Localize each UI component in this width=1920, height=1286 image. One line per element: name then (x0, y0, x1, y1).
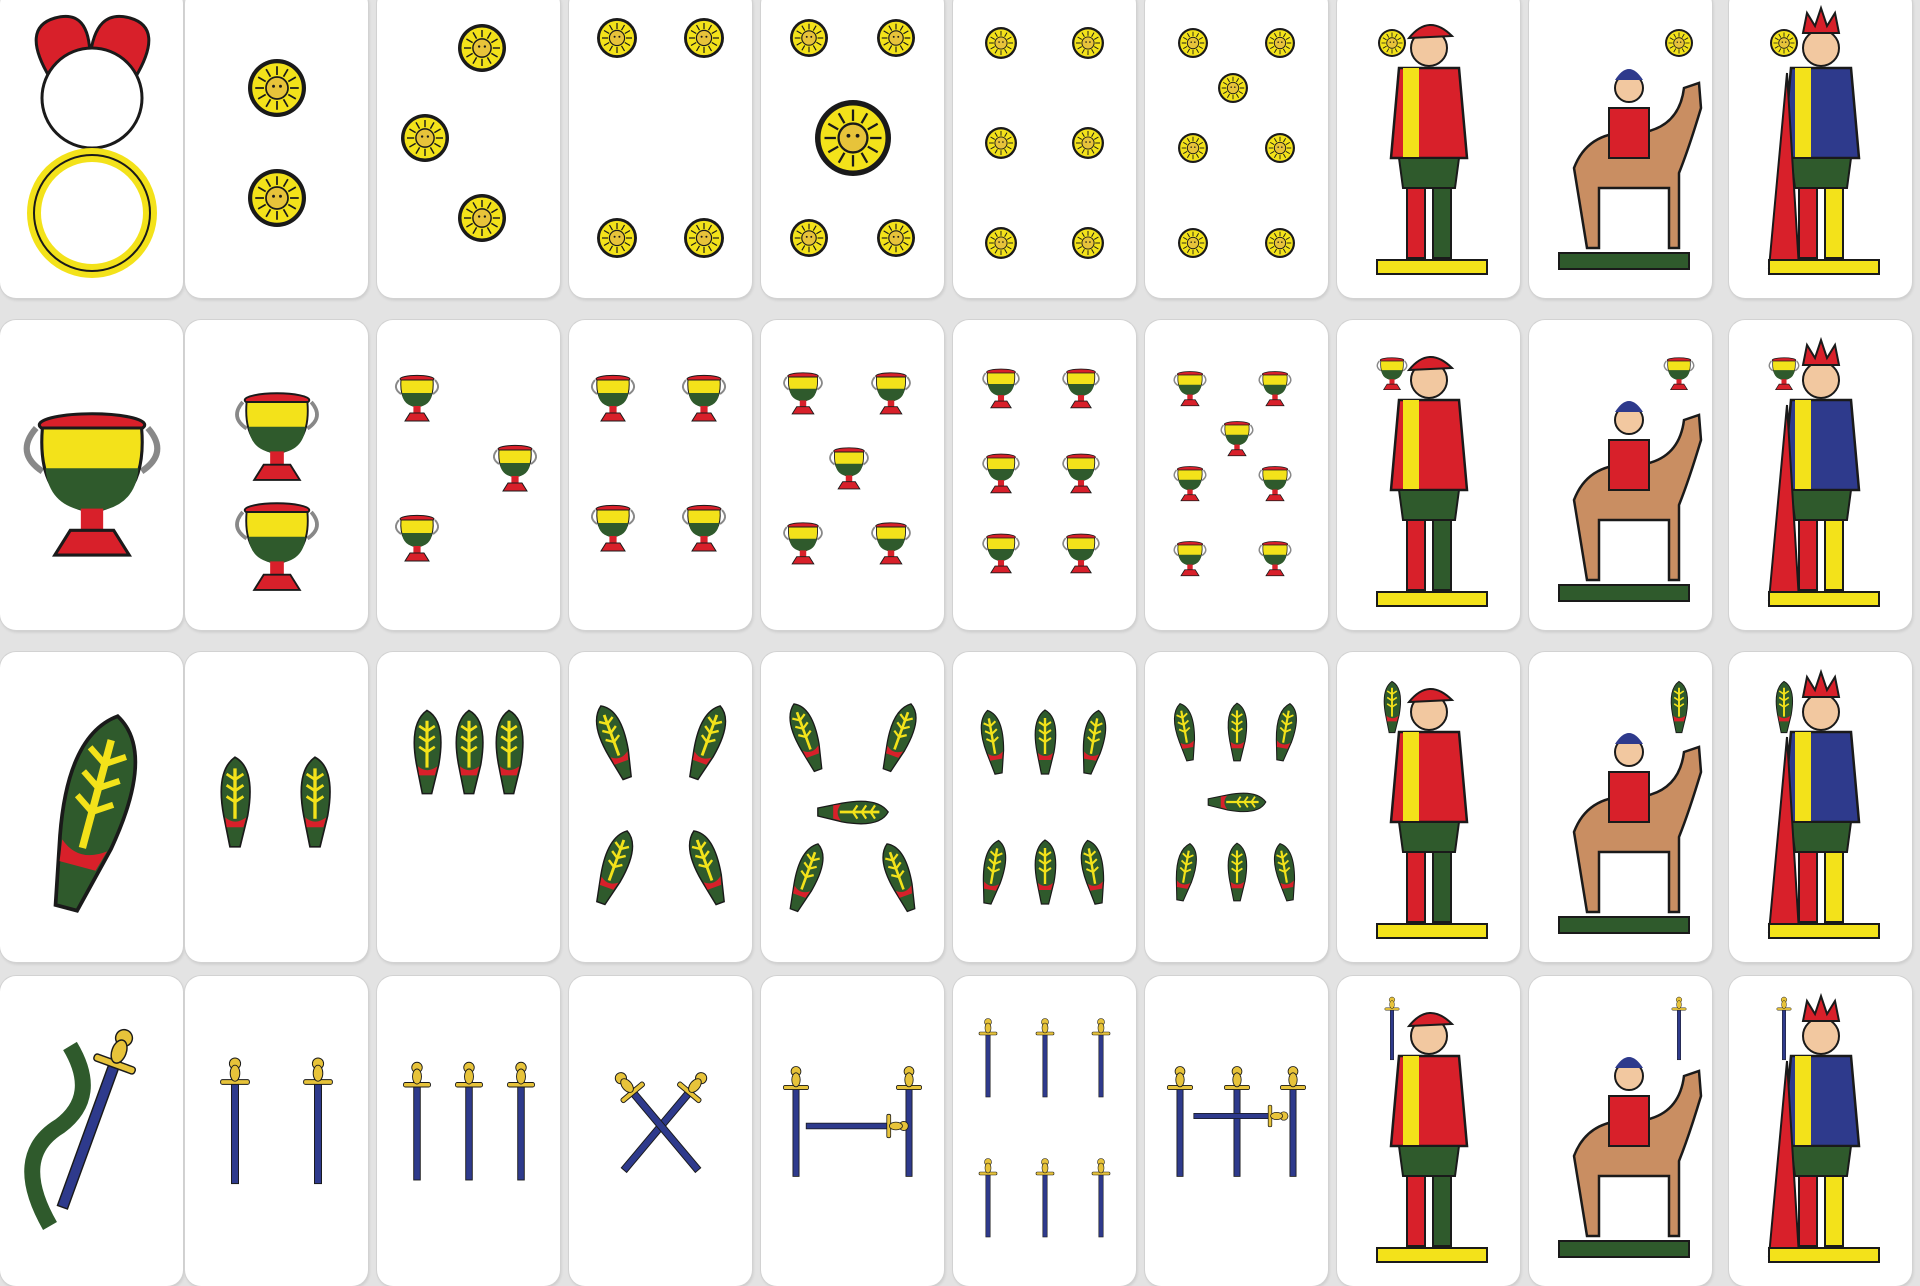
coins-artwork (597, 18, 724, 258)
card-two-of-coins (185, 0, 368, 298)
card-two-of-swords (185, 976, 368, 1286)
card-ace-of-clubs (0, 652, 183, 962)
cups-artwork (395, 374, 537, 562)
card-two-of-clubs (185, 652, 368, 962)
card-ace-of-coins (0, 0, 183, 298)
card-four-of-swords (569, 976, 752, 1286)
cups-artwork (1767, 336, 1880, 607)
card-ace-of-swords (0, 976, 183, 1286)
card-four-of-coins (569, 0, 752, 298)
swords-artwork (1558, 996, 1703, 1258)
clubs-artwork (53, 714, 138, 913)
coins-artwork (790, 19, 915, 257)
swords-artwork (782, 1066, 923, 1177)
card-king-of-cups (1729, 320, 1912, 630)
swords-artwork (978, 1018, 1111, 1238)
card-seven-of-cups (1145, 320, 1328, 630)
coins-artwork (1376, 24, 1488, 275)
card-seven-of-coins (1145, 0, 1328, 298)
card-two-of-cups (185, 320, 368, 630)
card-knight-of-swords (1529, 976, 1712, 1286)
cups-artwork (235, 392, 319, 591)
card-jack-of-swords (1337, 976, 1520, 1286)
swords-artwork (1166, 1066, 1307, 1177)
swords-artwork (1767, 992, 1880, 1263)
card-six-of-clubs (953, 652, 1136, 962)
card-six-of-cups (953, 320, 1136, 630)
clubs-artwork (595, 705, 727, 906)
card-jack-of-cups (1337, 320, 1520, 630)
clubs-artwork (1376, 680, 1488, 939)
coins-artwork (401, 24, 506, 242)
card-four-of-clubs (569, 652, 752, 962)
card-knight-of-clubs (1529, 652, 1712, 962)
card-jack-of-clubs (1337, 652, 1520, 962)
card-three-of-cups (377, 320, 560, 630)
card-five-of-coins (761, 0, 944, 298)
clubs-artwork (980, 709, 1107, 905)
card-jack-of-coins (1337, 0, 1520, 298)
cups-artwork (1376, 356, 1488, 607)
card-knight-of-cups (1529, 320, 1712, 630)
coins-artwork (248, 59, 306, 227)
swords-artwork (403, 1061, 535, 1181)
card-three-of-clubs (377, 652, 560, 962)
cups-artwork (1173, 371, 1292, 577)
swords-artwork (614, 1072, 708, 1174)
card-seven-of-clubs (1145, 652, 1328, 962)
coins-artwork (27, 15, 157, 278)
card-five-of-cups (761, 320, 944, 630)
clubs-artwork (789, 703, 917, 913)
clubs-artwork (1173, 702, 1297, 902)
coins-artwork (1558, 29, 1703, 270)
cups-artwork (783, 372, 911, 565)
swords-artwork (24, 1028, 137, 1230)
card-five-of-clubs (761, 652, 944, 962)
card-seven-of-swords (1145, 976, 1328, 1286)
coins-artwork (1767, 4, 1880, 275)
clubs-artwork (1767, 668, 1880, 939)
cups-artwork (982, 368, 1100, 574)
card-king-of-coins (1729, 0, 1912, 298)
card-king-of-swords (1729, 976, 1912, 1286)
clubs-artwork (413, 709, 524, 795)
coins-artwork (985, 27, 1104, 259)
card-knight-of-coins (1529, 0, 1712, 298)
card-four-of-cups (569, 320, 752, 630)
card-six-of-coins (953, 0, 1136, 298)
cups-artwork (591, 374, 726, 552)
coins-artwork (1178, 28, 1295, 258)
swords-artwork (220, 1057, 333, 1185)
card-ace-of-cups (0, 320, 183, 630)
clubs-artwork (220, 756, 331, 848)
cups-artwork (1558, 357, 1703, 602)
swords-artwork (1376, 996, 1488, 1263)
card-five-of-swords (761, 976, 944, 1286)
card-six-of-swords (953, 976, 1136, 1286)
card-three-of-coins (377, 0, 560, 298)
cups-artwork (23, 412, 161, 557)
card-king-of-clubs (1729, 652, 1912, 962)
card-three-of-swords (377, 976, 560, 1286)
clubs-artwork (1558, 680, 1703, 934)
